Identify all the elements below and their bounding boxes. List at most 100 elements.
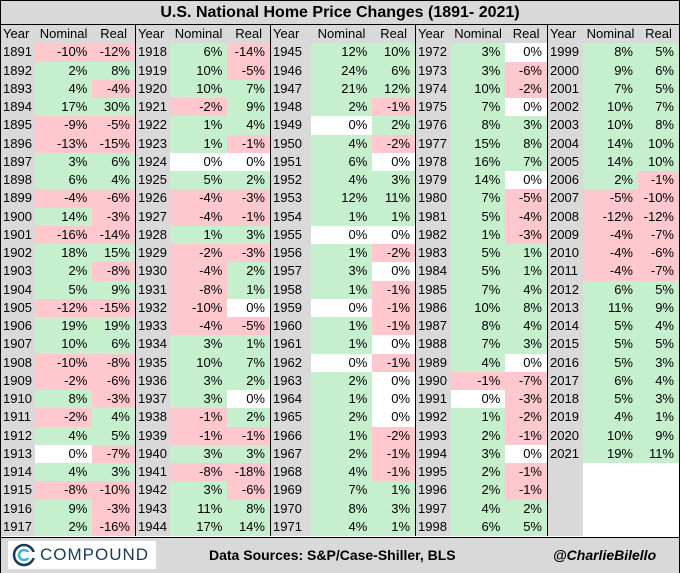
nominal-cell: 1% bbox=[310, 244, 373, 263]
real-cell: 5% bbox=[92, 426, 135, 445]
table-row: 1892 2% 8% bbox=[1, 61, 135, 80]
year-cell: 1924 bbox=[136, 152, 170, 171]
year-cell: 1913 bbox=[1, 444, 35, 463]
year-cell: 1895 bbox=[1, 116, 35, 135]
nominal-cell: 5% bbox=[450, 207, 506, 226]
table-row: 2007 -5% -10% bbox=[548, 189, 679, 208]
header-nominal: Nominal bbox=[583, 25, 638, 44]
real-cell: 10% bbox=[638, 134, 679, 153]
real-cell: 14% bbox=[227, 517, 270, 536]
real-cell: 0% bbox=[505, 444, 547, 463]
year-cell: 1995 bbox=[416, 463, 451, 482]
table-row: 1909 -2% -6% bbox=[1, 371, 135, 390]
nominal-cell: 7% bbox=[450, 98, 506, 117]
table-row: 2010 -4% -6% bbox=[548, 244, 679, 263]
year-cell: 1928 bbox=[136, 225, 170, 244]
year-cell: 2007 bbox=[548, 189, 583, 208]
header-real: Real bbox=[227, 25, 270, 44]
table-row: 1936 3% 2% bbox=[136, 371, 270, 390]
nominal-cell: 5% bbox=[34, 280, 93, 299]
table-row: 1998 6% 5% bbox=[416, 517, 547, 536]
nominal-cell: 1% bbox=[450, 408, 506, 427]
real-cell: 9% bbox=[92, 280, 135, 299]
year-cell: 1935 bbox=[136, 353, 170, 372]
table-row: 2021 19% 11% bbox=[548, 444, 679, 463]
table-row: 1988 7% 3% bbox=[416, 335, 547, 354]
nominal-cell: 6% bbox=[583, 280, 638, 299]
year-cell: 2014 bbox=[548, 317, 583, 336]
year-cell: 1962 bbox=[271, 353, 311, 372]
nominal-cell: 5% bbox=[450, 262, 506, 281]
year-cell: 1976 bbox=[416, 116, 451, 135]
year-cell: 1965 bbox=[271, 408, 311, 427]
real-cell: -1% bbox=[227, 426, 270, 445]
year-group: Year Nominal Real 1891 -10% -12% 1892 2% 8% 1893 4… bbox=[1, 25, 136, 536]
nominal-cell: 9% bbox=[34, 499, 93, 518]
nominal-cell: 0% bbox=[310, 225, 373, 244]
nominal-cell: -4% bbox=[583, 244, 638, 263]
year-cell: 1993 bbox=[416, 426, 451, 445]
year-cell: 1948 bbox=[271, 98, 311, 117]
nominal-cell: -2% bbox=[34, 408, 93, 427]
real-cell: -15% bbox=[92, 134, 135, 153]
table-row: 1926 -4% -3% bbox=[136, 189, 270, 208]
year-cell: 1897 bbox=[1, 152, 35, 171]
nominal-cell: -2% bbox=[169, 244, 228, 263]
empty-cell bbox=[583, 517, 679, 536]
real-cell: 3% bbox=[638, 390, 679, 409]
nominal-cell: 8% bbox=[450, 317, 506, 336]
year-cell: 1936 bbox=[136, 371, 170, 390]
nominal-cell: -4% bbox=[169, 189, 228, 208]
table-title: U.S. National Home Price Changes (1891- … bbox=[1, 1, 679, 25]
real-cell: -1% bbox=[372, 298, 416, 317]
empty-cell bbox=[583, 481, 679, 500]
year-cell: 1961 bbox=[271, 335, 311, 354]
year-cell: 1942 bbox=[136, 481, 170, 500]
year-cell: 1934 bbox=[136, 335, 170, 354]
empty-cell bbox=[583, 463, 679, 482]
table-row: 2004 14% 10% bbox=[548, 134, 679, 153]
table-row: 1923 1% -1% bbox=[136, 134, 270, 153]
year-cell: 1979 bbox=[416, 171, 451, 190]
year-cell: 1916 bbox=[1, 499, 35, 518]
table-row: 1997 4% 2% bbox=[416, 499, 547, 518]
year-cell: 1957 bbox=[271, 262, 311, 281]
year-cell: 1991 bbox=[416, 390, 451, 409]
nominal-cell: 6% bbox=[450, 517, 506, 536]
table-row: 1938 -1% 2% bbox=[136, 408, 270, 427]
table-row: 1945 12% 10% bbox=[271, 43, 416, 62]
nominal-cell: -2% bbox=[34, 371, 93, 390]
year-cell: 2010 bbox=[548, 244, 583, 263]
nominal-cell: -1% bbox=[169, 426, 228, 445]
real-cell: 3% bbox=[505, 116, 547, 135]
header-real: Real bbox=[372, 25, 415, 44]
real-cell: 0% bbox=[505, 353, 547, 372]
table-row: 1994 3% 0% bbox=[416, 444, 547, 463]
empty-row bbox=[548, 499, 679, 518]
year-cell: 1981 bbox=[416, 207, 451, 226]
nominal-cell: 12% bbox=[310, 189, 373, 208]
nominal-cell: 4% bbox=[310, 463, 373, 482]
nominal-cell: 1% bbox=[310, 207, 373, 226]
real-cell: -5% bbox=[92, 116, 135, 135]
nominal-cell: 10% bbox=[583, 98, 638, 117]
header-real: Real bbox=[92, 25, 135, 44]
real-cell: -1% bbox=[372, 463, 416, 482]
table-row: 1899 -4% -6% bbox=[1, 189, 135, 208]
table-row: 1932 -10% 0% bbox=[136, 298, 270, 317]
real-cell: 1% bbox=[227, 335, 270, 354]
nominal-cell: 3% bbox=[169, 390, 228, 409]
nominal-cell: 1% bbox=[169, 134, 228, 153]
table-row: 1990 -1% -7% bbox=[416, 371, 547, 390]
nominal-cell: -4% bbox=[34, 189, 93, 208]
nominal-cell: 16% bbox=[450, 152, 506, 171]
real-cell: -12% bbox=[638, 207, 679, 226]
nominal-cell: -5% bbox=[583, 189, 638, 208]
table-row: 2008 -12% -12% bbox=[548, 207, 679, 226]
table-row: 1928 1% 3% bbox=[136, 225, 270, 244]
nominal-cell: 15% bbox=[450, 134, 506, 153]
year-cell: 1984 bbox=[416, 262, 451, 281]
nominal-cell: 24% bbox=[310, 61, 373, 80]
nominal-cell: 0% bbox=[310, 298, 373, 317]
year-cell: 1989 bbox=[416, 353, 451, 372]
